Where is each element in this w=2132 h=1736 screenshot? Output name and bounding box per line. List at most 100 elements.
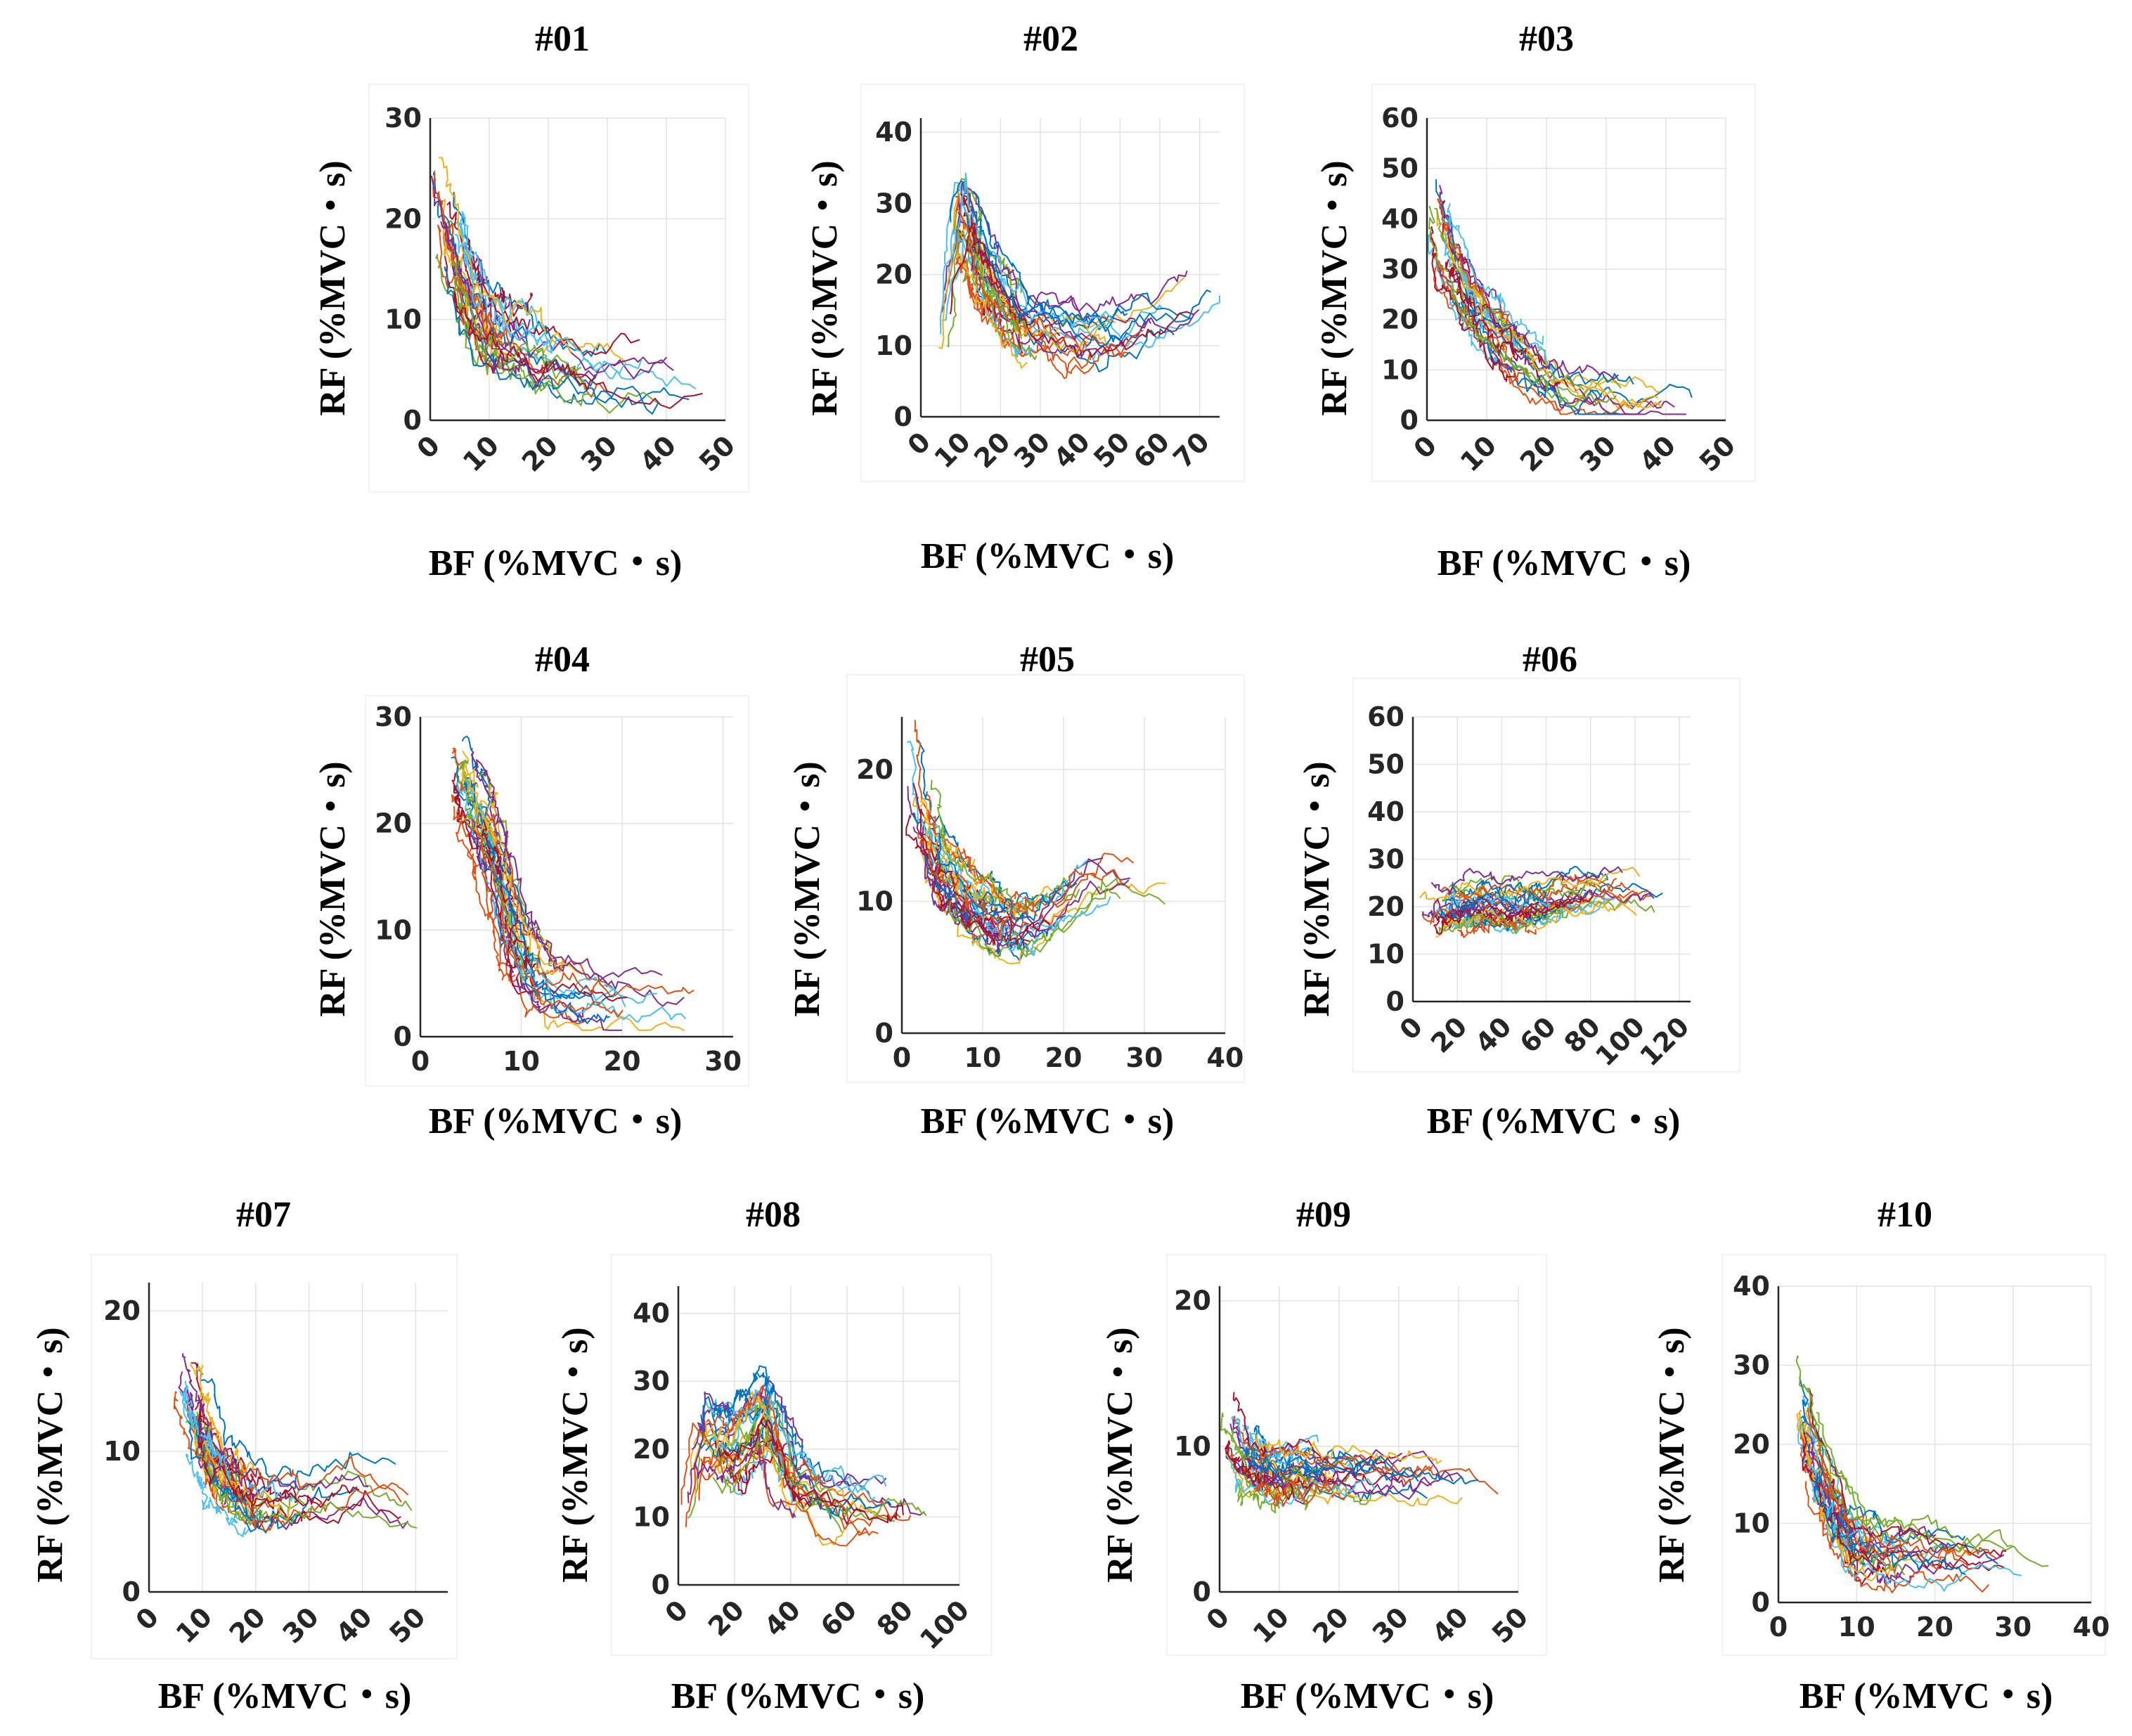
plot-frame: [368, 84, 749, 493]
y-tick-label: 20: [856, 754, 893, 785]
y-tick-label: 30: [1381, 254, 1419, 285]
trajectory-line: [1248, 1444, 1433, 1484]
x-tick-label: 20: [604, 1046, 641, 1077]
axes: [900, 717, 1225, 1035]
y-tick-label: 10: [375, 914, 412, 945]
y-tick-label: 40: [1733, 1271, 1770, 1302]
chart-title: #08: [746, 1195, 801, 1235]
x-axis-label: BF (%MVC・s): [158, 1676, 412, 1716]
trajectory-line: [453, 784, 528, 995]
chart-panel-05: #05 RF (%MVC・s) BF (%MVC・s) 0 10 20 30 40 0 1…: [787, 640, 1245, 1141]
x-tick-label: 20: [1916, 1612, 1953, 1643]
trajectory-line: [723, 1430, 800, 1504]
trajectory-line: [936, 833, 1061, 922]
y-tick-label: 20: [1733, 1429, 1770, 1460]
y-tick-label: 10: [856, 886, 893, 917]
trajectory-line: [186, 1400, 408, 1530]
trajectory-line: [713, 1371, 770, 1422]
chart-title: #05: [1020, 640, 1075, 680]
trajectory-line: [700, 1383, 807, 1459]
trajectory-lines: [938, 172, 1220, 380]
trajectory-line: [955, 195, 1087, 353]
x-tick-label: 30: [1126, 1042, 1163, 1073]
trajectory-line: [1419, 867, 1640, 905]
trajectory-line: [1445, 890, 1547, 911]
y-tick-label: 20: [103, 1295, 141, 1326]
y-axis-label: RF (%MVC・s): [805, 160, 845, 415]
y-tick-label: 0: [394, 1021, 412, 1052]
y-tick-label: 30: [375, 701, 412, 732]
chart-panel-04: #04 RF (%MVC・s) BF (%MVC・s) 0 10 20 30 0 10 2…: [313, 640, 749, 1141]
chart-title: #07: [236, 1195, 291, 1235]
y-tick-labels: 0 10 20 30 40 50 60: [1381, 103, 1419, 436]
trajectory-line: [1437, 198, 1510, 321]
chart-panel-09: #09 RF (%MVC・s) BF (%MVC・s) 0 10 20 30 40 50 …: [1100, 1195, 1547, 1716]
trajectory-line: [705, 1413, 892, 1517]
y-tick-labels: 0 10 20: [103, 1295, 141, 1607]
y-tick-label: 20: [385, 203, 422, 234]
trajectory-line: [461, 768, 555, 976]
trajectory-line: [470, 751, 565, 972]
trajectory-line: [1802, 1432, 1882, 1572]
plot-frame: [91, 1254, 458, 1659]
trajectory-line: [481, 820, 536, 970]
x-tick-labels: 0 10 20 30: [411, 1046, 742, 1077]
y-tick-label: 10: [1367, 939, 1404, 970]
trajectory-line: [189, 1363, 255, 1477]
chart-panel-07: #07 RF (%MVC・s) BF (%MVC・s) 0 10 20 30 40 50 …: [30, 1195, 458, 1716]
trajectory-line: [685, 1442, 879, 1547]
trajectory-line: [924, 853, 1066, 950]
trajectory-line: [706, 1385, 826, 1484]
y-tick-label: 20: [1174, 1285, 1211, 1316]
trajectory-line: [938, 242, 1028, 369]
trajectory-line: [1446, 902, 1637, 930]
trajectory-line: [1447, 219, 1619, 380]
trajectory-line: [1422, 890, 1649, 923]
y-tick-label: 20: [875, 259, 912, 290]
x-tick-label: 40: [1207, 1042, 1244, 1073]
trajectory-line: [930, 779, 1080, 917]
trajectory-line: [440, 221, 542, 389]
x-axis-label: BF (%MVC・s): [429, 543, 683, 583]
trajectory-line: [927, 836, 1038, 937]
trajectory-line: [458, 211, 546, 334]
x-tick-label: 40: [2073, 1612, 2110, 1643]
trajectory-line: [1225, 1440, 1312, 1501]
trajectory-line: [1445, 259, 1519, 362]
y-tick-label: 40: [633, 1298, 670, 1329]
chart-panel-08: #08 RF (%MVC・s) BF (%MVC・s) 0 20 40 60 80100…: [555, 1195, 992, 1716]
plot-frame: [1166, 1254, 1547, 1656]
trajectory-line: [439, 157, 571, 354]
x-tick-labels: 0 10 20 30 40: [1769, 1612, 2110, 1643]
trajectory-line: [198, 1434, 360, 1508]
trajectory-line: [1430, 866, 1623, 895]
trajectory-line: [1253, 1434, 1442, 1465]
trajectory-lines: [1419, 865, 1663, 938]
trajectory-line: [702, 1382, 875, 1501]
trajectory-line: [451, 747, 613, 988]
trajectory-line: [190, 1362, 292, 1498]
trajectory-line: [948, 888, 1121, 958]
trajectory-line: [704, 1391, 770, 1449]
x-axis-label: BF (%MVC・s): [1427, 1101, 1681, 1141]
y-tick-labels: 0 10 20 30 40: [875, 117, 912, 432]
y-tick-label: 50: [1367, 749, 1404, 780]
y-axis-label: RF (%MVC・s): [1100, 1327, 1140, 1582]
trajectory-lines: [1428, 179, 1693, 415]
y-tick-label: 30: [1733, 1350, 1770, 1381]
y-tick-label: 20: [1367, 891, 1404, 922]
trajectory-line: [947, 224, 1022, 347]
trajectory-lines: [680, 1365, 927, 1547]
y-tick-label: 0: [894, 401, 912, 432]
plot-frame: [365, 695, 749, 1087]
y-tick-label: 0: [875, 1018, 893, 1049]
y-tick-label: 60: [1381, 103, 1419, 134]
trajectory-line: [1421, 894, 1525, 919]
y-tick-label: 30: [633, 1366, 670, 1397]
trajectory-line: [1442, 232, 1662, 409]
trajectory-lines: [1220, 1392, 1499, 1514]
axes: [429, 118, 725, 422]
axes: [419, 717, 733, 1038]
y-tick-label: 0: [652, 1569, 670, 1600]
trajectory-line: [207, 1446, 401, 1529]
